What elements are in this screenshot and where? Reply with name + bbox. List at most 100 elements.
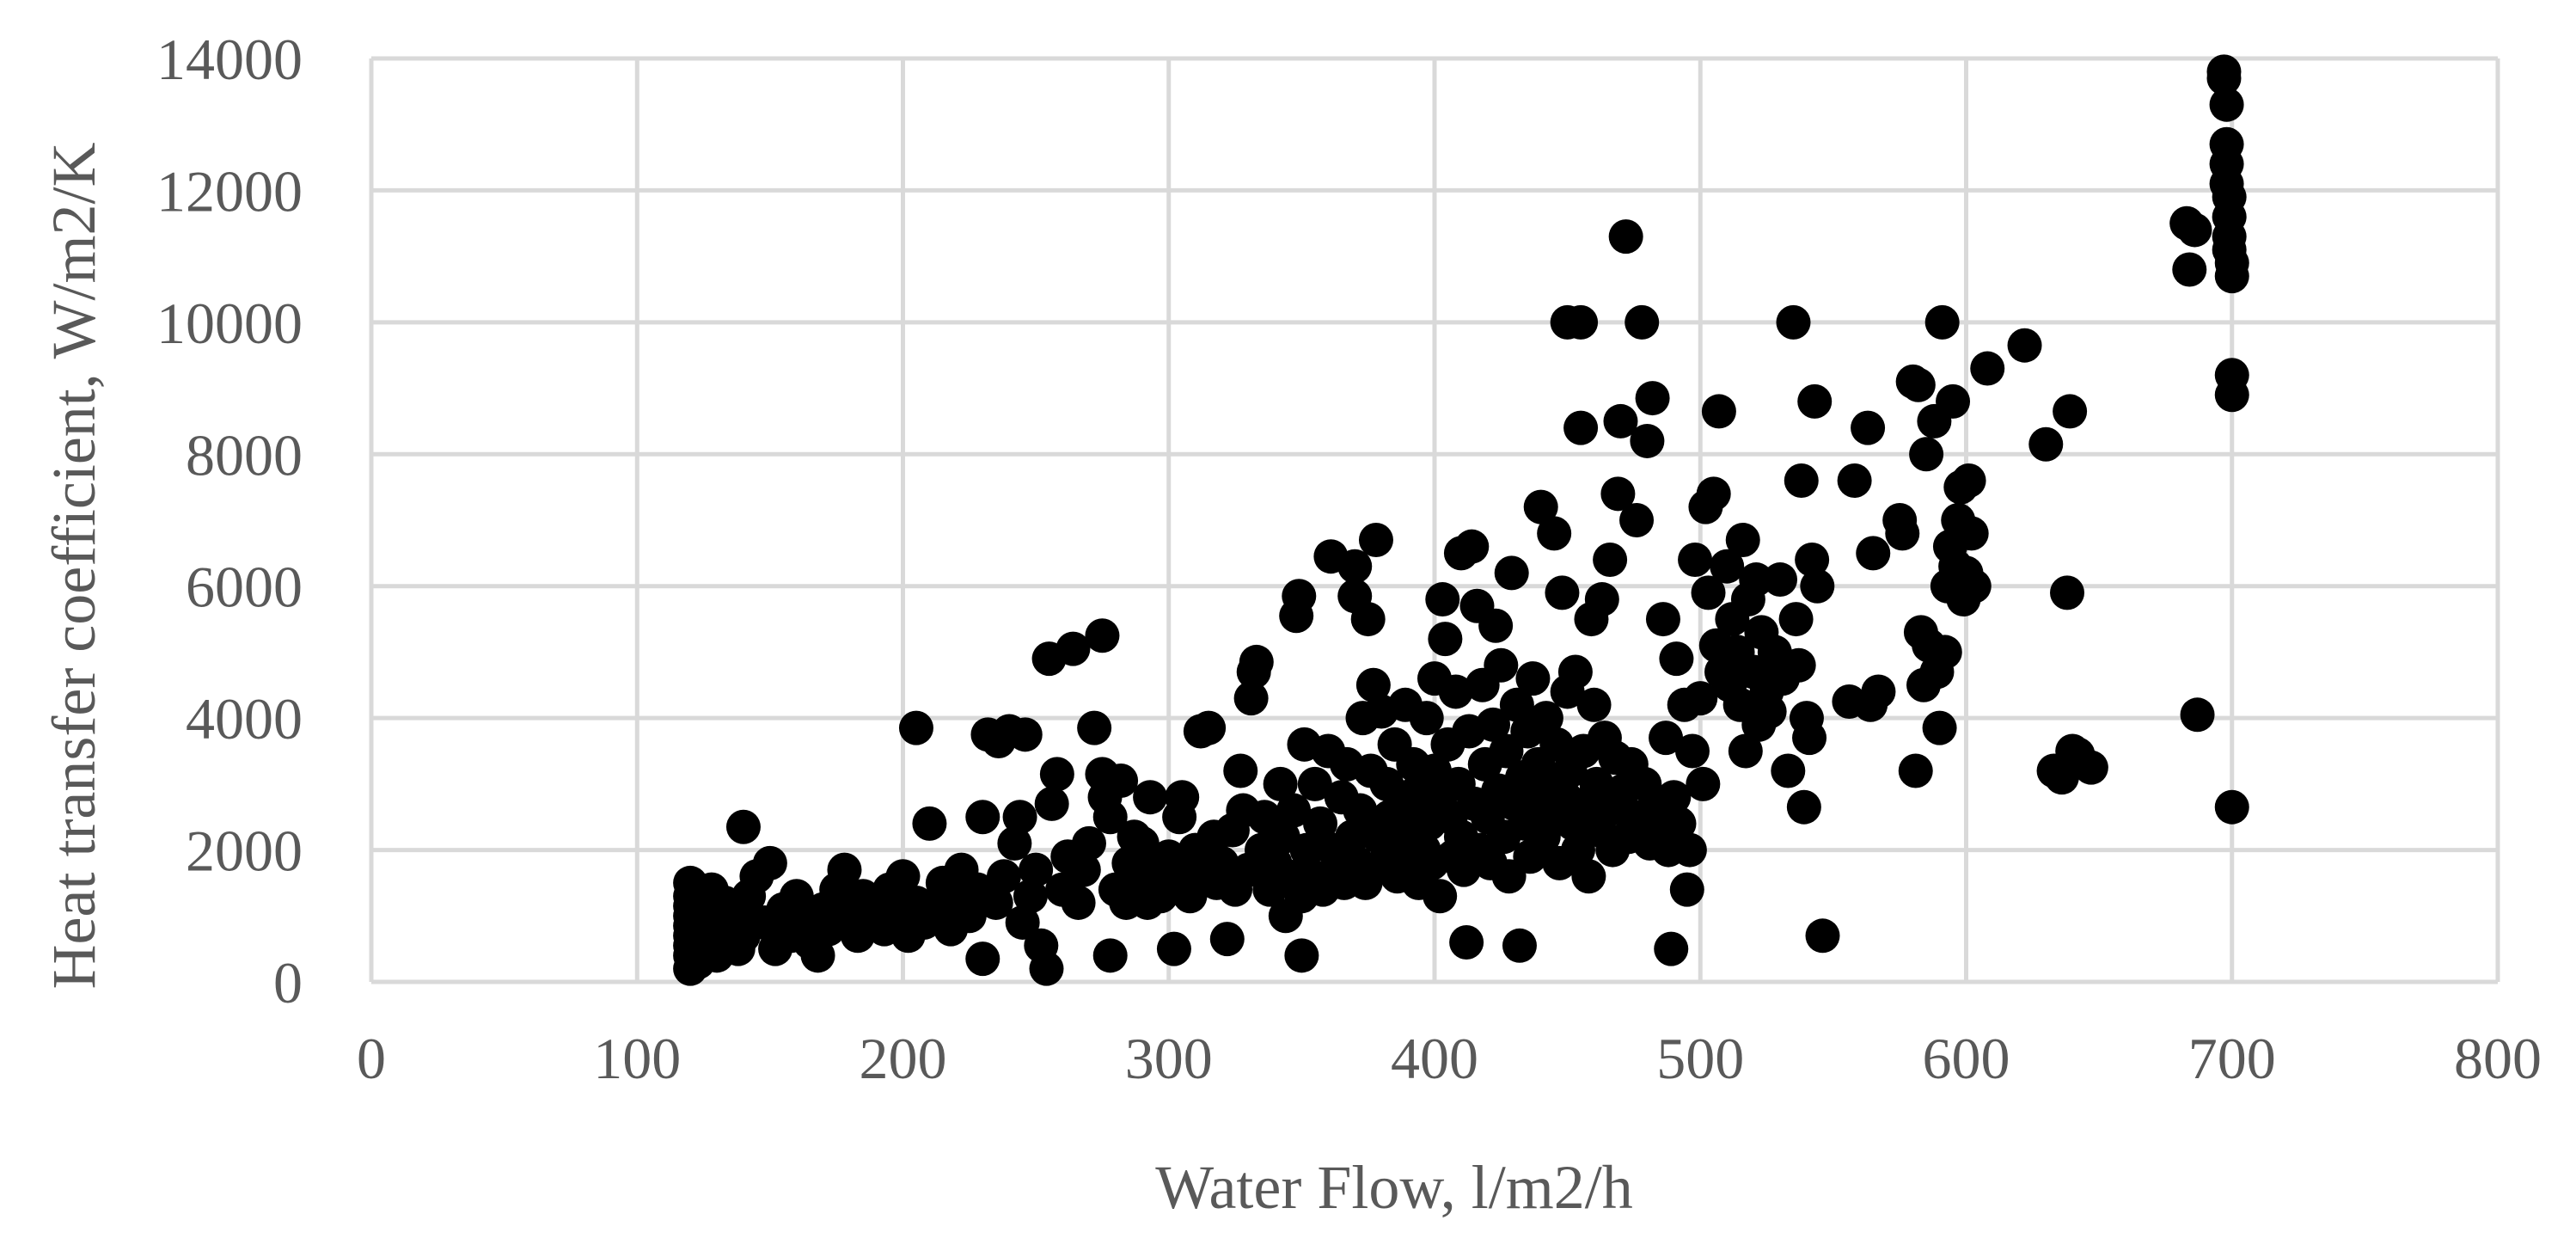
data-point xyxy=(2172,252,2207,287)
data-point xyxy=(1686,766,1721,801)
data-point xyxy=(1034,786,1069,821)
x-tick-label: 400 xyxy=(1391,1026,1478,1091)
data-point xyxy=(1425,582,1460,617)
data-point xyxy=(1478,608,1514,643)
data-point xyxy=(2028,426,2064,462)
data-point xyxy=(1204,845,1239,880)
data-point xyxy=(1124,825,1160,861)
data-point xyxy=(997,825,1032,861)
data-point xyxy=(1739,562,1774,598)
data-point xyxy=(1786,789,1821,825)
data-point xyxy=(1077,710,1112,745)
x-tick-label: 200 xyxy=(860,1026,947,1091)
data-point xyxy=(1539,727,1575,762)
data-point xyxy=(2073,750,2108,785)
data-point xyxy=(1449,924,1484,960)
x-tick-label: 800 xyxy=(2454,1026,2542,1091)
data-point xyxy=(1659,641,1694,677)
data-point xyxy=(2053,394,2088,429)
data-point xyxy=(1563,304,1599,340)
data-point xyxy=(1683,681,1718,716)
data-point xyxy=(1143,879,1178,914)
data-point xyxy=(1669,872,1704,907)
data-point xyxy=(1239,644,1274,679)
x-tick-label: 700 xyxy=(2188,1026,2276,1091)
x-tick-label: 600 xyxy=(1923,1026,2010,1091)
data-point xyxy=(1691,575,1726,610)
data-point xyxy=(1005,905,1040,940)
y-tick-label: 2000 xyxy=(186,819,303,884)
data-point xyxy=(1635,381,1670,416)
data-point xyxy=(1013,879,1048,914)
data-point xyxy=(1696,476,1731,512)
data-point xyxy=(1805,918,1840,954)
data-point xyxy=(1924,304,1960,340)
data-point xyxy=(1771,753,1806,788)
data-point xyxy=(2177,212,2212,248)
data-point xyxy=(1061,885,1096,920)
data-point xyxy=(1608,219,1643,255)
data-point xyxy=(1104,764,1139,799)
data-point xyxy=(1654,931,1689,966)
data-point xyxy=(1092,800,1128,835)
data-point xyxy=(1593,543,1628,578)
data-point xyxy=(885,859,921,894)
data-point xyxy=(912,806,947,841)
data-point xyxy=(1066,852,1101,887)
data-point xyxy=(1784,463,1819,498)
data-point xyxy=(1494,555,1529,591)
data-point xyxy=(1837,463,1872,498)
x-tick-label: 300 xyxy=(1125,1026,1213,1091)
data-point xyxy=(1800,568,1835,604)
data-point xyxy=(2214,377,2249,413)
data-point xyxy=(1528,701,1563,736)
data-point xyxy=(1936,383,1971,419)
x-tick-label: 500 xyxy=(1656,1026,1744,1091)
data-point xyxy=(1071,825,1106,861)
data-point xyxy=(1515,661,1551,696)
data-point xyxy=(1055,631,1091,666)
data-point xyxy=(1619,503,1655,537)
data-point xyxy=(2206,61,2242,96)
data-point xyxy=(1954,516,1989,551)
data-point xyxy=(1172,879,1208,914)
x-tick-label: 0 xyxy=(357,1026,386,1091)
data-point xyxy=(2007,328,2042,363)
tick-labels: 0 100 200 300 400 500 600 700 800020004000600080… xyxy=(156,27,2542,1091)
data-point xyxy=(1209,922,1245,957)
data-point xyxy=(965,800,1000,835)
data-point xyxy=(1603,403,1638,439)
data-point xyxy=(725,809,761,844)
data-point xyxy=(2214,789,2249,825)
data-points xyxy=(673,54,2249,986)
data-point xyxy=(2180,697,2215,733)
data-point xyxy=(1263,766,1298,801)
data-point xyxy=(1276,793,1312,828)
data-point xyxy=(1728,733,1763,769)
data-point xyxy=(1674,733,1710,769)
y-tick-label: 6000 xyxy=(186,555,303,620)
data-point xyxy=(1350,602,1386,637)
data-point xyxy=(1289,832,1325,868)
data-point xyxy=(1454,529,1490,564)
data-point xyxy=(1661,806,1697,841)
data-point xyxy=(1343,793,1378,828)
data-point xyxy=(1797,383,1833,419)
data-point xyxy=(1781,647,1816,683)
data-point xyxy=(1039,757,1074,792)
data-point xyxy=(1701,394,1736,429)
y-tick-label: 12000 xyxy=(156,158,303,224)
data-point xyxy=(1019,852,1054,887)
y-tick-label: 8000 xyxy=(186,422,303,488)
data-point xyxy=(1625,304,1660,340)
data-point xyxy=(1856,536,1891,571)
data-point xyxy=(1795,543,1830,578)
data-point xyxy=(1284,938,1319,973)
data-point xyxy=(1656,780,1692,815)
data-point xyxy=(1763,562,1798,598)
data-point xyxy=(1002,800,1037,835)
data-point xyxy=(1909,437,1944,472)
data-point xyxy=(1476,707,1511,742)
data-point xyxy=(1649,721,1684,756)
